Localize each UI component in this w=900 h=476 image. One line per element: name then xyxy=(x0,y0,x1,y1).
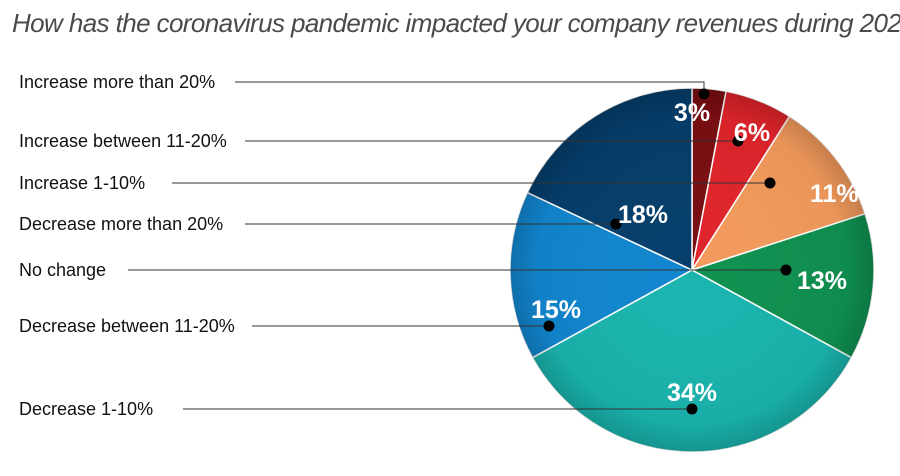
legend-label-decrease-between-11-20: Decrease between 11-20% xyxy=(19,316,235,336)
value-label-increase-1-10: 11% xyxy=(810,180,859,208)
legend-label-decrease-more-than-20: Decrease more than 20% xyxy=(19,214,223,234)
leader-dot-decrease-between-11-20 xyxy=(543,320,555,332)
legend-label-decrease-1-10: Decrease 1-10% xyxy=(19,399,153,419)
value-label-decrease-more-than-20: 18% xyxy=(618,201,668,229)
value-label-no-change: 13% xyxy=(797,267,847,295)
leader-line-increase-more-than-20 xyxy=(235,81,705,94)
legend-label-increase-more-than-20: Increase more than 20% xyxy=(19,72,215,92)
value-label-decrease-1-10: 34% xyxy=(667,379,717,407)
legend-label-increase-between-11-20: Increase between 11-20% xyxy=(19,131,227,151)
leader-dot-no-change xyxy=(780,264,792,276)
value-label-increase-more-than-20: 3% xyxy=(674,99,710,127)
value-label-decrease-between-11-20: 15% xyxy=(531,296,581,324)
legend-label-no-change: No change xyxy=(19,260,106,280)
leader-dot-decrease-more-than-20 xyxy=(610,218,622,230)
chart-title: How has the coronavirus pandemic impacte… xyxy=(12,8,900,38)
leader-dot-increase-between-11-20 xyxy=(732,135,744,147)
leader-dot-increase-1-10 xyxy=(764,177,776,189)
legend-label-increase-1-10: Increase 1-10% xyxy=(19,173,145,193)
leader-dot-decrease-1-10 xyxy=(686,403,698,415)
value-label-increase-between-11-20: 6% xyxy=(734,119,770,147)
leader-dot-increase-more-than-20 xyxy=(698,88,710,100)
